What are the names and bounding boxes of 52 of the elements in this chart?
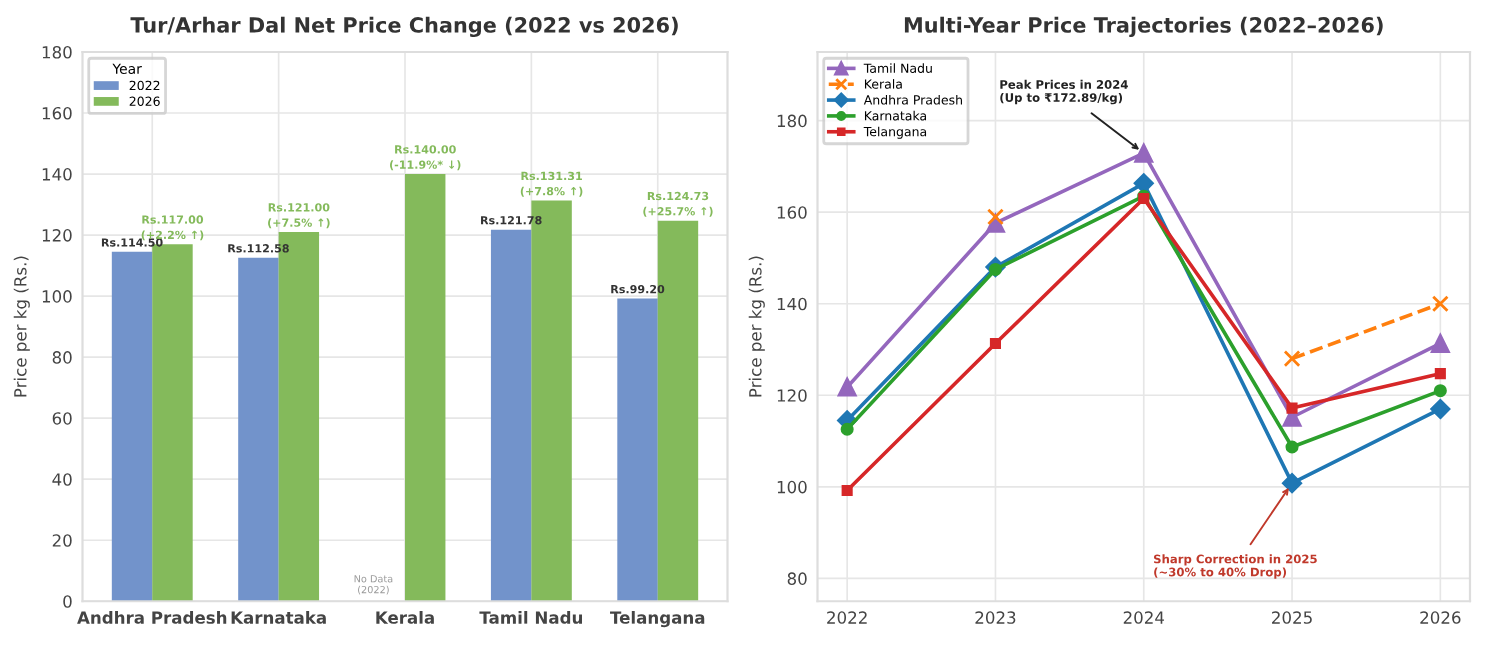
x-tick-label: 2024	[1123, 611, 1165, 624]
x-tick-label: 2022	[827, 611, 867, 624]
y-tick-label: 80	[787, 572, 807, 585]
point	[840, 422, 854, 436]
bar	[405, 174, 446, 602]
x-tick-label: Telangana	[610, 610, 705, 628]
bar	[490, 229, 532, 602]
y-tick-label: 20	[52, 534, 72, 547]
y-tick-label: 120	[777, 389, 807, 402]
x-tick-label: 2023	[975, 611, 1016, 624]
y-tick-label: 140	[42, 168, 72, 181]
point	[1282, 473, 1303, 494]
point	[989, 338, 1002, 350]
y-tick-label: 60	[52, 412, 72, 425]
point	[1433, 384, 1447, 398]
point	[841, 484, 853, 497]
x-tick-label: Karnataka	[231, 610, 326, 624]
y-tick-label: 100	[42, 290, 72, 303]
y-tick-label: 40	[52, 473, 72, 486]
bar	[238, 257, 279, 602]
bar	[617, 298, 658, 602]
chart-title: Tur/Arhar Dal Net Price Change (2022 vs 2026)	[130, 16, 678, 38]
x-tick-label: Tamil Nadu	[479, 610, 582, 624]
point	[986, 208, 1004, 226]
x-tick-label: Andhra Pradesh	[77, 610, 227, 624]
y-tick-label: 160	[777, 206, 807, 219]
point	[1285, 440, 1299, 454]
y-tick-label: 80	[52, 351, 72, 364]
bar	[111, 251, 153, 602]
y-tick-label: 180	[42, 45, 72, 59]
y-axis-title: Price per kg (Rs.)	[748, 256, 765, 397]
y-tick-label: 180	[777, 114, 807, 128]
x-tick-label: 2026	[1420, 611, 1461, 624]
point	[1283, 350, 1301, 368]
y-tick-label: 0	[63, 595, 72, 608]
y-tick-label: 160	[42, 106, 72, 120]
chart-title: Multi-Year Price Trajectories (2022–2026)	[904, 16, 1383, 38]
point	[1434, 368, 1446, 380]
y-tick-label: 120	[42, 229, 72, 242]
y-tick-label: 100	[777, 480, 807, 494]
point	[1430, 398, 1451, 420]
point	[1431, 295, 1449, 313]
point	[1430, 334, 1450, 353]
x-tick-label: 2025	[1272, 611, 1312, 624]
point	[1286, 402, 1298, 414]
point	[837, 377, 857, 397]
point	[1134, 143, 1154, 163]
x-tick-label: Kerala	[376, 610, 434, 624]
point	[1133, 173, 1154, 194]
bar	[152, 244, 193, 602]
y-tick-label: 140	[777, 297, 807, 311]
y-axis-title: Price per kg (Rs.)	[13, 256, 30, 397]
